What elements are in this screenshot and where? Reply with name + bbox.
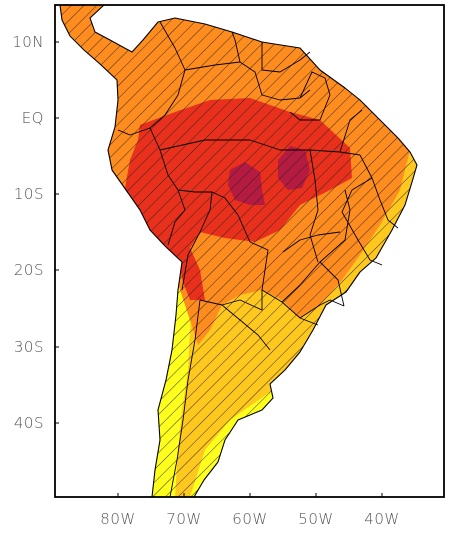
longitude-labels: 80W 70W 60W 50W 40W bbox=[100, 510, 399, 528]
lon-label-70w: 70W bbox=[166, 510, 201, 528]
lon-label-50w: 50W bbox=[298, 510, 333, 528]
lat-label-20s: 20S bbox=[14, 261, 44, 279]
borders-group bbox=[59, 5, 418, 497]
country-borders bbox=[117, 21, 399, 497]
lon-label-40w: 40W bbox=[364, 510, 399, 528]
lat-label-10n: 10N bbox=[12, 33, 44, 51]
latitude-labels: 10N EQ 10S 20S 30S 40S bbox=[12, 33, 44, 432]
lon-label-60w: 60W bbox=[232, 510, 267, 528]
lon-label-80w: 80W bbox=[100, 510, 135, 528]
lat-label-10s: 10S bbox=[14, 185, 44, 203]
tick-marks bbox=[55, 41, 383, 497]
lat-label-40s: 40S bbox=[14, 414, 44, 432]
lat-label-eq: EQ bbox=[22, 109, 44, 127]
lat-label-30s: 30S bbox=[14, 338, 44, 356]
